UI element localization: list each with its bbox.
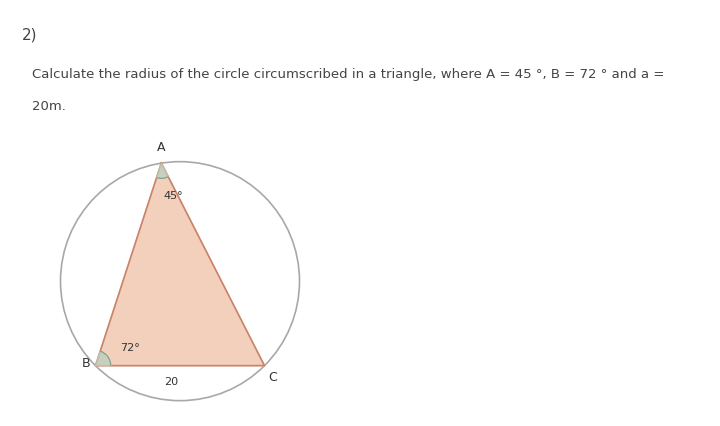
Polygon shape [96, 163, 264, 366]
Text: 45°: 45° [163, 191, 183, 201]
Polygon shape [96, 351, 111, 366]
Text: B: B [82, 357, 91, 371]
Polygon shape [157, 163, 168, 178]
Text: 20: 20 [164, 377, 179, 387]
Text: Calculate the radius of the circle circumscribed in a triangle, where A = 45 °, : Calculate the radius of the circle circu… [32, 68, 665, 81]
Text: 20m.: 20m. [32, 100, 66, 113]
Text: A: A [157, 141, 166, 154]
Text: C: C [269, 371, 277, 384]
Text: 72°: 72° [120, 343, 140, 353]
Text: 2): 2) [22, 28, 37, 43]
